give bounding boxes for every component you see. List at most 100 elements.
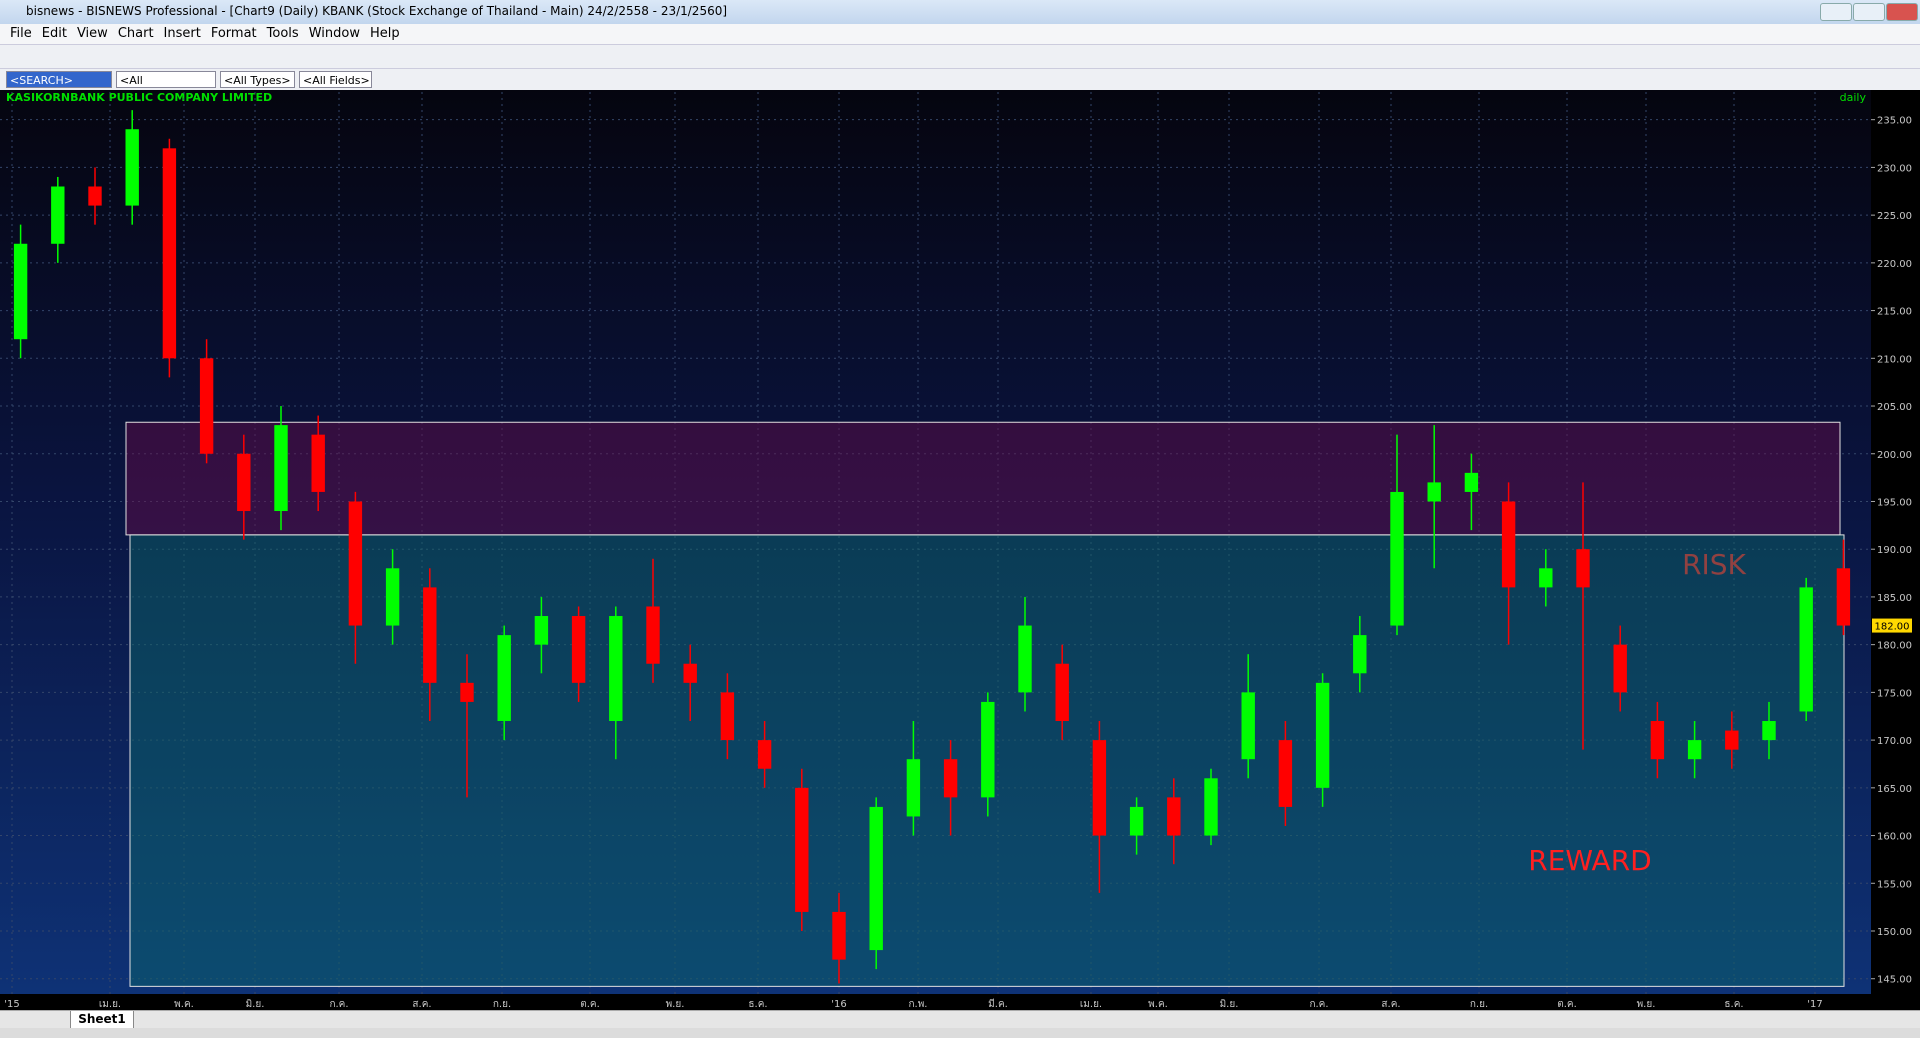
- menu-item[interactable]: Insert: [163, 26, 201, 41]
- zone-label: REWARD: [1528, 844, 1651, 877]
- x-tick-label: ส.ค.: [412, 999, 431, 1010]
- candle-body: [1315, 682, 1330, 788]
- y-tick-label: 175.00: [1877, 688, 1912, 699]
- price-axis: [1871, 90, 1920, 1010]
- menu-item[interactable]: Window: [308, 26, 360, 41]
- candle-body: [274, 425, 288, 512]
- candle-body: [609, 616, 623, 722]
- candle-body: [1725, 730, 1739, 750]
- last-price-label: 182.00: [1875, 622, 1910, 633]
- y-tick-label: 195.00: [1877, 497, 1912, 508]
- x-tick-label: พ.ย.: [666, 999, 685, 1010]
- x-tick-label: ก.ย.: [493, 999, 511, 1010]
- x-tick-label: มิ.ย.: [1220, 999, 1239, 1010]
- zone: [125, 421, 1841, 536]
- candle-body: [423, 587, 437, 683]
- y-tick-label: 180.00: [1877, 641, 1912, 652]
- x-tick-label: '17: [1807, 999, 1822, 1010]
- candle-body: [1762, 721, 1776, 741]
- menu-item[interactable]: Help: [369, 26, 400, 41]
- search-box[interactable]: <SEARCH>: [6, 71, 112, 88]
- candle-body: [1613, 644, 1627, 693]
- candle-body: [162, 148, 177, 359]
- candle-body: [199, 358, 214, 454]
- candle-body: [943, 759, 958, 798]
- candle-body: [1576, 549, 1590, 588]
- candle-body: [125, 129, 139, 206]
- y-tick-label: 160.00: [1877, 832, 1912, 843]
- maximize[interactable]: [1853, 3, 1885, 21]
- candle-body: [832, 911, 846, 960]
- menu-item[interactable]: View: [76, 26, 108, 41]
- candle-body: [13, 243, 28, 340]
- x-tick-label: พ.ค.: [174, 999, 194, 1010]
- menu-bar: File Edit View Chart Insert Format Tools Window…: [0, 24, 1920, 45]
- menu-item[interactable]: Edit: [41, 26, 67, 41]
- time-axis: [0, 994, 1871, 1010]
- menu-item[interactable]: Format: [210, 26, 257, 41]
- title-bar: bisnews - BISNEWS Professional - [Chart9…: [0, 0, 1920, 24]
- x-tick-label: เม.ย.: [99, 999, 121, 1010]
- x-tick-label: ก.พ.: [908, 999, 927, 1010]
- candle-body: [720, 692, 735, 741]
- x-tick-label: ธ.ค.: [748, 999, 767, 1010]
- y-tick-label: 205.00: [1877, 402, 1912, 413]
- y-tick-label: 145.00: [1877, 975, 1912, 986]
- x-tick-label: เม.ย.: [1080, 999, 1102, 1010]
- candle-body: [1353, 635, 1367, 674]
- candle-body: [1092, 740, 1107, 836]
- window-title: bisnews - BISNEWS Professional - [Chart9…: [26, 4, 728, 18]
- minimize[interactable]: [1820, 3, 1852, 21]
- field-select[interactable]: <All Fields>: [299, 71, 372, 88]
- menu-item[interactable]: Chart: [117, 26, 154, 41]
- candle-body: [1241, 692, 1255, 760]
- period-label: daily: [1840, 91, 1867, 104]
- candle-body: [237, 453, 251, 512]
- x-tick-label: ก.ค.: [1309, 999, 1328, 1010]
- close[interactable]: [1886, 3, 1918, 21]
- chart-title: KASIKORNBANK PUBLIC COMPANY LIMITED: [6, 91, 272, 104]
- y-tick-label: 225.00: [1877, 211, 1912, 222]
- type-select[interactable]: <All Types>: [220, 71, 295, 88]
- menu-item[interactable]: File: [10, 26, 32, 41]
- sheet-tab[interactable]: Sheet1: [70, 1011, 134, 1029]
- candle-body: [646, 606, 660, 664]
- x-tick-label: พ.ย.: [1637, 999, 1656, 1010]
- exchange-select[interactable]: <All Exchanges>: [116, 71, 216, 104]
- y-tick-label: 215.00: [1877, 307, 1912, 318]
- candle-body: [1687, 740, 1702, 760]
- sheet-bar: Sheet1: [0, 1010, 1920, 1029]
- candle-body: [1799, 587, 1813, 712]
- y-tick-label: 190.00: [1877, 545, 1912, 556]
- candle-body: [1539, 568, 1553, 588]
- menu-item[interactable]: Tools: [266, 26, 299, 41]
- y-tick-label: 165.00: [1877, 784, 1912, 795]
- candle-body: [1464, 472, 1479, 492]
- x-tick-label: ก.ย.: [1470, 999, 1488, 1010]
- candle-body: [571, 616, 586, 683]
- y-tick-label: 200.00: [1877, 450, 1912, 461]
- y-tick-label: 170.00: [1877, 736, 1912, 747]
- candle-body: [1501, 501, 1516, 588]
- zone-label: RISK: [1682, 548, 1746, 581]
- last-price-box: [1872, 618, 1912, 633]
- x-tick-label: ต.ค.: [580, 999, 600, 1010]
- candle-body: [683, 663, 697, 683]
- x-tick-label: พ.ค.: [1148, 999, 1168, 1010]
- candle-body: [906, 759, 921, 817]
- candle-body: [981, 701, 995, 798]
- y-tick-label: 185.00: [1877, 593, 1912, 604]
- y-tick-label: 150.00: [1877, 927, 1912, 938]
- candle-body: [1427, 482, 1441, 502]
- y-tick-label: 155.00: [1877, 879, 1912, 890]
- status-bar: [0, 1028, 1920, 1038]
- candle-body: [534, 616, 549, 645]
- candle-body: [460, 682, 474, 702]
- plot-background: [0, 90, 1871, 994]
- candle-body: [869, 806, 883, 951]
- candle-body: [348, 501, 363, 626]
- candle-body: [385, 568, 400, 626]
- chart: KASIKORNBANK PUBLIC COMPANY LIMITED dail…: [0, 90, 1920, 1010]
- toolbar: [0, 45, 1920, 69]
